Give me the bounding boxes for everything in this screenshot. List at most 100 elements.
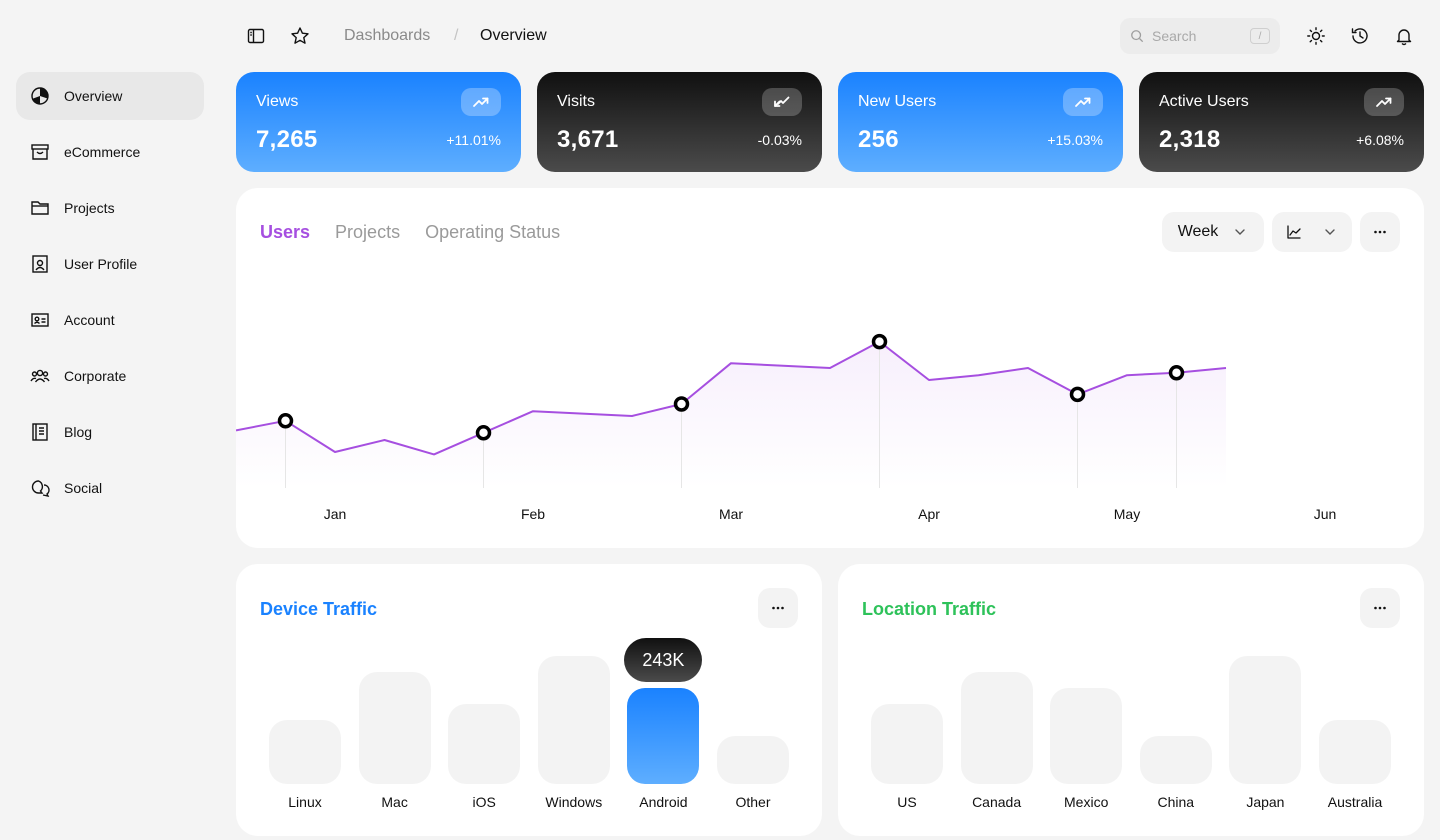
chart-more-button[interactable] [1360,212,1400,252]
search-placeholder: Search [1152,28,1197,44]
sidebar-item-user-profile[interactable]: User Profile [16,240,204,288]
tab-projects[interactable]: Projects [335,222,401,242]
bar-us[interactable] [871,704,943,784]
chart-type-dropdown[interactable] [1272,212,1352,252]
stat-card-visits[interactable]: Visits 3,671 -0.03% [537,72,822,172]
bar-label: Australia [1327,794,1383,810]
chat-bubbles-icon [30,478,50,498]
bar-china[interactable] [1139,736,1212,784]
bar-windows[interactable] [537,656,610,784]
bar-mexico[interactable] [1050,688,1123,784]
sidebar-item-label: Account [64,312,115,328]
stat-label: New Users [858,93,937,110]
bar-tooltip: 243K [624,638,703,682]
sidebar-item-label: Social [64,480,103,496]
bar-label: China [1157,794,1195,810]
x-tick-label: Feb [520,506,546,522]
sidebar-item-social[interactable]: Social [16,464,204,512]
bar-label: Mac [381,794,408,810]
bell-icon[interactable] [1394,26,1414,46]
line-chart-icon [1287,225,1301,239]
stat-label: Visits [557,93,595,110]
stat-label: Active Users [1159,93,1249,110]
bar-label: Other [735,794,771,810]
sidebar-item-label: Blog [64,424,93,440]
data-point[interactable] [673,396,690,412]
data-point[interactable] [1168,365,1185,381]
star-icon[interactable] [290,26,310,46]
users-line-chart [236,333,1227,488]
sidebar-item-ecommerce[interactable]: eCommerce [16,128,204,176]
stat-delta: +15.03% [1047,132,1103,148]
search-shortcut: / [1250,28,1270,44]
location-traffic-panel: Location Traffic US Canada Mexico China Japa… [838,564,1424,836]
x-tick-label: Mar [718,506,744,522]
sidebar-item-overview[interactable]: Overview [16,72,204,120]
bar-label: Japan [1246,794,1285,810]
sidebar-item-blog[interactable]: Blog [16,408,204,456]
chart-tabs: Users Projects Operating Status [260,222,560,243]
device-more-button[interactable] [758,588,798,628]
search-input[interactable]: Search / [1120,18,1280,54]
stat-delta: +11.01% [446,132,501,148]
x-tick-label: May [1113,506,1141,522]
series-line [236,340,1227,456]
data-point[interactable] [475,425,492,441]
sidebar-item-label: User Profile [64,256,138,272]
x-tick-label: Apr [918,506,940,522]
sidebar-item-label: Corporate [64,368,127,384]
bar-label: Mexico [1064,794,1109,810]
data-point[interactable] [1069,386,1086,403]
chevron-down-icon [1325,229,1335,235]
sidebar-item-label: Overview [64,88,123,104]
stat-label: Views [256,93,299,110]
notebook-icon [30,422,50,442]
bar-android[interactable] [627,688,700,784]
sidebar-item-label: Projects [64,200,115,216]
stat-card-active-users[interactable]: Active Users 2,318 +6.08% [1139,72,1424,172]
stat-card-new-users[interactable]: New Users 256 +15.03% [838,72,1123,172]
bar-ios[interactable] [448,704,521,784]
tab-users[interactable]: Users [260,222,311,242]
folder-icon [30,198,50,218]
range-dropdown[interactable]: Week [1162,212,1264,252]
tab-operating-status[interactable]: Operating Status [425,222,561,242]
stat-value: 256 [858,126,899,153]
range-dropdown-label: Week [1177,223,1219,240]
chevron-down-icon [1235,229,1245,235]
location-more-button[interactable] [1360,588,1400,628]
bar-other[interactable] [717,736,789,784]
bar-linux[interactable] [269,720,341,784]
stat-value: 3,671 [557,126,619,153]
sidebar-toggle-icon[interactable] [246,26,266,46]
bar-label: iOS [472,794,496,810]
pie-chart-icon [30,86,50,106]
sidebar-item-corporate[interactable]: Corporate [16,352,204,400]
breadcrumb-current: Overview [480,27,547,44]
bar-japan[interactable] [1229,656,1302,784]
data-point[interactable] [871,333,888,350]
bar-mac[interactable] [358,672,431,784]
bar-canada[interactable] [960,672,1033,784]
data-point[interactable] [277,413,294,429]
sun-icon[interactable] [1306,26,1326,46]
more-horizontal-icon [1374,606,1386,610]
stat-value: 2,318 [1159,126,1221,153]
shopping-box-icon [30,142,50,162]
topbar: Dashboards / Overview Search / [236,16,1424,56]
sidebar-item-account[interactable]: Account [16,296,204,344]
users-chart-panel: Users Projects Operating Status Week Jan… [236,188,1424,548]
trend-up-icon [461,88,501,116]
sidebar-item-projects[interactable]: Projects [16,184,204,232]
device-traffic-title: Device Traffic [260,599,378,619]
x-tick-label: Jan [323,506,347,522]
history-icon[interactable] [1350,26,1370,46]
location-traffic-title: Location Traffic [862,599,997,619]
breadcrumb-dashboards[interactable]: Dashboards [344,27,431,44]
stat-card-views[interactable]: Views 7,265 +11.01% [236,72,521,172]
id-badge-icon [30,254,50,274]
bar-australia[interactable] [1319,720,1391,784]
bar-label: Android [639,794,688,810]
sidebar-item-label: eCommerce [64,144,141,160]
bar-label: Linux [288,794,322,810]
